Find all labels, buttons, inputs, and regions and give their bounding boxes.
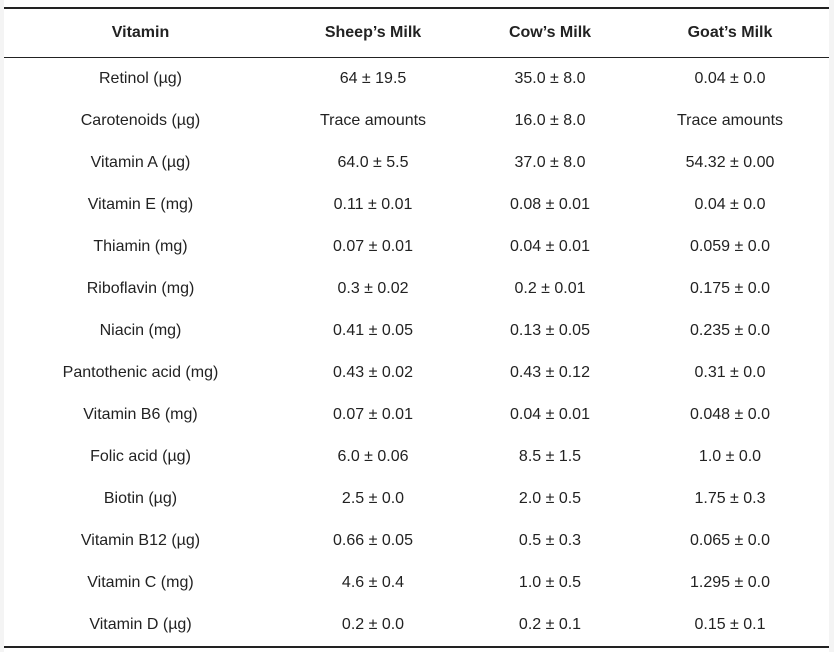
cows-milk-cell: 0.2 ± 0.01 <box>514 280 586 297</box>
table-row: Retinol (µg) 64 ± 19.5 35.0 ± 8.0 0.04 ± 0.… <box>4 58 829 101</box>
goats-milk-cell: 0.048 ± 0.0 <box>690 406 770 423</box>
goats-milk-cell: 0.04 ± 0.0 <box>694 70 766 87</box>
sheeps-milk-cell: 0.43 ± 0.02 <box>333 364 413 381</box>
cows-milk-cell: 0.43 ± 0.12 <box>510 364 590 381</box>
goats-milk-cell: 1.295 ± 0.0 <box>690 574 770 591</box>
goats-milk-cell: 0.065 ± 0.0 <box>690 532 770 549</box>
sheeps-milk-cell: Trace amounts <box>319 112 427 129</box>
goats-milk-cell: 0.04 ± 0.0 <box>694 196 766 213</box>
cows-milk-cell: 1.0 ± 0.5 <box>518 574 582 591</box>
cows-milk-cell: 8.5 ± 1.5 <box>518 448 582 465</box>
cows-milk-cell: 0.13 ± 0.05 <box>510 322 590 339</box>
vitamin-cell: Pantothenic acid (mg) <box>62 364 219 381</box>
sheeps-milk-cell: 0.11 ± 0.01 <box>333 196 413 213</box>
table-row: Vitamin A (µg) 64.0 ± 5.5 37.0 ± 8.0 54.32 … <box>4 142 829 184</box>
table-row: Vitamin C (mg) 4.6 ± 0.4 1.0 ± 0.5 1.295 ± … <box>4 562 829 604</box>
goats-milk-cell: 1.75 ± 0.3 <box>694 490 766 507</box>
vitamin-cell: Vitamin C (mg) <box>87 574 194 591</box>
header-sheeps-milk: Sheep’s Milk <box>324 24 422 41</box>
goats-milk-cell: 0.059 ± 0.0 <box>690 238 770 255</box>
sheeps-milk-cell: 0.2 ± 0.0 <box>341 616 405 633</box>
cows-milk-cell: 0.08 ± 0.01 <box>510 196 590 213</box>
vitamin-cell: Vitamin E (mg) <box>87 196 194 213</box>
sheeps-milk-cell: 4.6 ± 0.4 <box>341 574 405 591</box>
table-row: Niacin (mg) 0.41 ± 0.05 0.13 ± 0.05 0.235 ±… <box>4 310 829 352</box>
sheeps-milk-cell: 2.5 ± 0.0 <box>341 490 405 507</box>
table-row: Thiamin (mg) 0.07 ± 0.01 0.04 ± 0.01 0.059 … <box>4 226 829 268</box>
table-row: Vitamin E (mg) 0.11 ± 0.01 0.08 ± 0.01 0.04… <box>4 184 829 226</box>
cows-milk-cell: 35.0 ± 8.0 <box>514 70 586 87</box>
table-row: Carotenoids (µg) Trace amounts 16.0 ± 8.0 T… <box>4 100 829 142</box>
table-row: Vitamin D (µg) 0.2 ± 0.0 0.2 ± 0.1 0.15 ± 0… <box>4 604 829 647</box>
vitamin-cell: Retinol (µg) <box>98 70 183 87</box>
cows-milk-cell: 0.04 ± 0.01 <box>510 238 590 255</box>
header-row: Vitamin Sheep’s Milk Cow’s Milk Goat’s M… <box>4 8 829 58</box>
header-vitamin: Vitamin <box>111 24 170 41</box>
vitamin-cell: Vitamin D (µg) <box>89 616 192 633</box>
header-cows-milk: Cow’s Milk <box>508 24 592 41</box>
table-row: Pantothenic acid (mg) 0.43 ± 0.02 0.43 ± 0… <box>4 352 829 394</box>
cows-milk-cell: 0.5 ± 0.3 <box>518 532 582 549</box>
cows-milk-cell: 37.0 ± 8.0 <box>514 154 586 171</box>
sheeps-milk-cell: 0.66 ± 0.05 <box>333 532 413 549</box>
cows-milk-cell: 2.0 ± 0.5 <box>518 490 582 507</box>
vitamin-cell: Biotin (µg) <box>103 490 178 507</box>
goats-milk-cell: 0.175 ± 0.0 <box>690 280 770 297</box>
sheeps-milk-cell: 6.0 ± 0.06 <box>337 448 409 465</box>
goats-milk-cell: Trace amounts <box>676 112 784 129</box>
table-row: Vitamin B6 (mg) 0.07 ± 0.01 0.04 ± 0.01 0.0… <box>4 394 829 436</box>
vitamin-cell: Thiamin (mg) <box>93 238 188 255</box>
sheeps-milk-cell: 0.07 ± 0.01 <box>333 406 413 423</box>
goats-milk-cell: 0.15 ± 0.1 <box>694 616 766 633</box>
goats-milk-cell: 1.0 ± 0.0 <box>698 448 762 465</box>
table-body: Retinol (µg) 64 ± 19.5 35.0 ± 8.0 0.04 ± 0.… <box>4 58 829 647</box>
goats-milk-cell: 54.32 ± 0.00 <box>685 154 775 171</box>
header-goats-milk: Goat’s Milk <box>687 24 773 41</box>
cows-milk-cell: 0.2 ± 0.1 <box>518 616 582 633</box>
goats-milk-cell: 0.235 ± 0.0 <box>690 322 770 339</box>
cows-milk-cell: 0.04 ± 0.01 <box>510 406 590 423</box>
sheeps-milk-cell: 64.0 ± 5.5 <box>337 154 409 171</box>
vitamin-cell: Niacin (mg) <box>99 322 182 339</box>
cows-milk-cell: 16.0 ± 8.0 <box>514 112 586 129</box>
sheeps-milk-cell: 0.41 ± 0.05 <box>333 322 413 339</box>
vitamin-cell: Riboflavin (mg) <box>86 280 195 297</box>
table-row: Biotin (µg) 2.5 ± 0.0 2.0 ± 0.5 1.75 ± 0.3 <box>4 478 829 520</box>
table-row: Folic acid (µg) 6.0 ± 0.06 8.5 ± 1.5 1.0 ± … <box>4 436 829 478</box>
sheeps-milk-cell: 0.3 ± 0.02 <box>337 280 409 297</box>
sheeps-milk-cell: 64 ± 19.5 <box>339 70 407 87</box>
sheeps-milk-cell: 0.07 ± 0.01 <box>333 238 413 255</box>
goats-milk-cell: 0.31 ± 0.0 <box>694 364 766 381</box>
vitamin-cell: Vitamin B6 (mg) <box>83 406 198 423</box>
table-row: Riboflavin (mg) 0.3 ± 0.02 0.2 ± 0.01 0.175… <box>4 268 829 310</box>
vitamin-cell: Folic acid (µg) <box>90 448 191 465</box>
vitamin-comparison-table: Vitamin Sheep’s Milk Cow’s Milk Goat’s M… <box>4 7 829 648</box>
vitamin-cell: Vitamin A (µg) <box>90 154 191 171</box>
table-row: Vitamin B12 (µg) 0.66 ± 0.05 0.5 ± 0.3 0.06… <box>4 520 829 562</box>
vitamin-cell: Carotenoids (µg) <box>80 112 201 129</box>
vitamin-cell: Vitamin B12 (µg) <box>80 532 201 549</box>
table-header: Vitamin Sheep’s Milk Cow’s Milk Goat’s M… <box>4 8 829 58</box>
